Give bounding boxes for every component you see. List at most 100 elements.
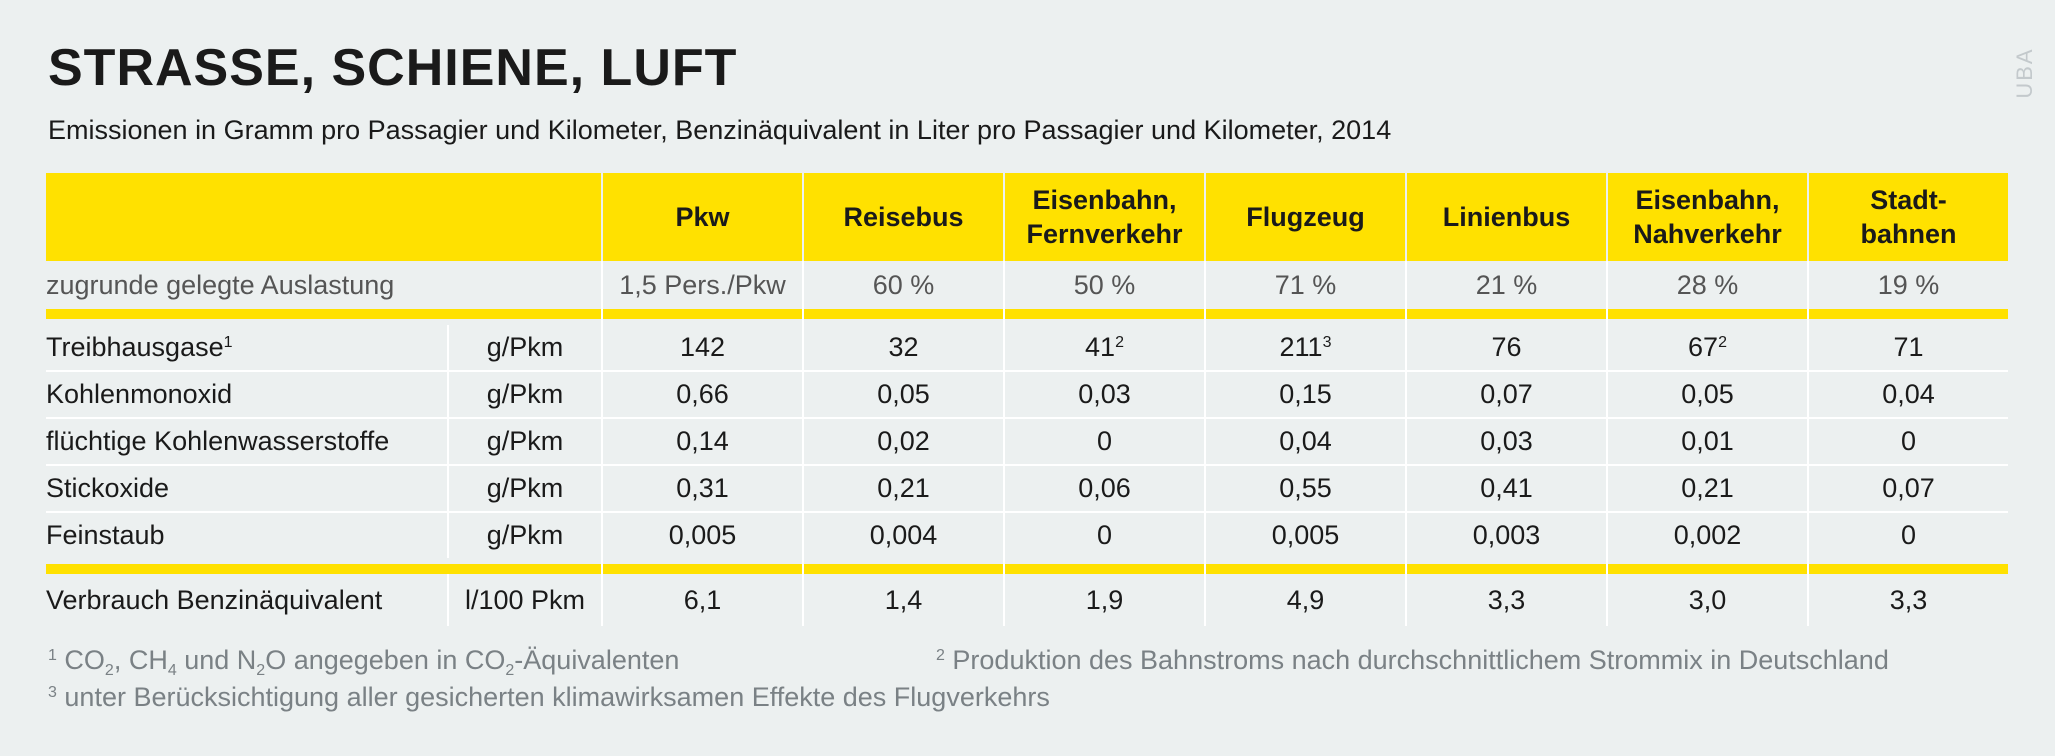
data-cell: 32 (802, 325, 1004, 372)
data-cell: 0,005 (1204, 512, 1406, 558)
data-cell: 0,21 (1606, 465, 1808, 513)
footnote-1-mark: 1 (48, 647, 57, 664)
gap-top (46, 319, 2008, 325)
consumption-unit: l/100 Pkm (447, 574, 602, 626)
header-row: Pkw Reisebus Eisenbahn, Fernverkehr Flugzeug… (46, 173, 2008, 261)
data-cell: 0,01 (1606, 418, 1808, 466)
column-header: Reisebus (802, 173, 1004, 261)
data-cell: 0,06 (1003, 465, 1205, 513)
column-header-line2: Nahverkehr (1633, 219, 1782, 249)
data-value: 32 (888, 332, 919, 362)
source-text: UBA (2012, 47, 2037, 99)
consumption-cell: 4,9 (1204, 574, 1406, 626)
consumption-cell: 3,3 (1405, 574, 1607, 626)
separator-cell (1204, 558, 1406, 564)
column-header: Linienbus (1405, 173, 1607, 261)
data-value: 0,15 (1279, 379, 1332, 409)
data-cell: 76 (1405, 325, 1607, 372)
row-label: Kohlenmonoxid (46, 371, 448, 419)
page-subtitle: Emissionen in Gramm pro Passagier und Ki… (48, 115, 1392, 145)
row-label: Stickoxide (46, 465, 448, 513)
column-header-line1: Flugzeug (1246, 202, 1365, 232)
row-label-text: Kohlenmonoxid (46, 379, 233, 409)
row-label: Feinstaub (46, 512, 448, 558)
data-cell: 0 (1807, 418, 2008, 466)
data-cell: 2113 (1204, 325, 1406, 372)
data-value: 71 (1893, 332, 1924, 362)
row-unit: g/Pkm (447, 325, 602, 372)
footnote-2: 2 Produktion des Bahnstroms nach durchsc… (936, 645, 1889, 675)
gap-bottom (46, 558, 2008, 564)
separator-cell (1405, 564, 1607, 574)
data-value: 0,07 (1882, 473, 1935, 503)
separator-cell (1405, 319, 1607, 325)
footnote-1: 1 CO2, CH4 und N2O angegeben in CO2-Äqui… (48, 645, 680, 679)
data-value: 0,003 (1472, 520, 1541, 550)
load-cell: 71 % (1204, 261, 1406, 309)
footnote-3: 3 unter Berücksichtigung aller gesichert… (48, 682, 1050, 712)
separator-cell (601, 319, 803, 325)
data-cell: 0 (1807, 512, 2008, 558)
data-value: 0,03 (1480, 426, 1533, 456)
separator-cell (1405, 309, 1607, 319)
separator-cell (1204, 564, 1406, 574)
load-cell: 50 % (1003, 261, 1205, 309)
separator-cell (1807, 309, 2008, 319)
data-footnote: 2 (1115, 334, 1124, 351)
data-value: 0,02 (877, 426, 930, 456)
data-cell: 142 (601, 325, 803, 372)
row-label-text: flüchtige Kohlenwasserstoffe (46, 426, 390, 456)
data-cell: 0,41 (1405, 465, 1607, 513)
row-label: Treibhausgase1 (46, 325, 448, 372)
row-label: flüchtige Kohlenwasserstoffe (46, 418, 448, 466)
load-cell: 28 % (1606, 261, 1808, 309)
data-cell: 0,005 (601, 512, 803, 558)
separator-bottom (46, 564, 2008, 574)
page-title: STRASSE, SCHIENE, LUFT (48, 39, 738, 97)
separator-cell (1003, 564, 1205, 574)
load-cell: 19 % (1807, 261, 2008, 309)
data-cell: 0,07 (1405, 371, 1607, 419)
row-label-footnote: 1 (223, 334, 233, 351)
separator-cell (1003, 319, 1205, 325)
data-cell: 0 (1003, 512, 1205, 558)
column-header: Flugzeug (1204, 173, 1406, 261)
separator-cell (601, 309, 803, 319)
data-cell: 0,03 (1003, 371, 1205, 419)
separator-cell (1003, 558, 1205, 564)
consumption-cell: 6,1 (601, 574, 803, 626)
table-row: Stickoxide g/Pkm 0,31 0,21 0,06 0,55 0,41 0,21 0… (46, 465, 2008, 513)
data-value: 0,41 (1480, 473, 1533, 503)
column-header: Pkw (601, 173, 803, 261)
consumption-cell: 3,3 (1807, 574, 2008, 626)
data-value: 67 (1688, 332, 1719, 362)
column-header: Eisenbahn, Nahverkehr (1606, 173, 1808, 261)
data-value: 0,21 (877, 473, 930, 503)
column-header-line2: Fernverkehr (1026, 219, 1183, 249)
column-header-line1: Reisebus (843, 202, 964, 232)
data-cell: 0,55 (1204, 465, 1406, 513)
data-cell: 0,003 (1405, 512, 1607, 558)
load-cell: 21 % (1405, 261, 1607, 309)
data-value: 0,01 (1681, 426, 1734, 456)
data-value: 0,05 (1681, 379, 1734, 409)
table-row: Kohlenmonoxid g/Pkm 0,66 0,05 0,03 0,15 0,07 0,… (46, 371, 2008, 419)
row-label-text: Feinstaub (46, 520, 165, 550)
data-cell: 0,04 (1807, 371, 2008, 419)
data-cell: 0,07 (1807, 465, 2008, 513)
data-cell: 412 (1003, 325, 1205, 372)
data-value: 0,04 (1279, 426, 1332, 456)
load-label: zugrunde gelegte Auslastung (46, 269, 395, 300)
source-label: UBA (2012, 47, 2038, 99)
load-cell: 60 % (802, 261, 1004, 309)
column-header-line1: Eisenbahn, (1635, 185, 1780, 215)
separator-cell (802, 564, 1004, 574)
data-value: 0,31 (676, 473, 729, 503)
data-cell: 0,66 (601, 371, 803, 419)
column-header: Eisenbahn, Fernverkehr (1003, 173, 1205, 261)
consumption-row: Verbrauch Benzinäquivalent l/100 Pkm 6,1 1,… (46, 574, 2008, 626)
data-value: 0,07 (1480, 379, 1533, 409)
table-row: Treibhausgase1 g/Pkm 142 32 412 2113 76 67 2 71 (46, 325, 2008, 372)
row-unit: g/Pkm (447, 418, 602, 466)
data-value: 0,03 (1078, 379, 1131, 409)
